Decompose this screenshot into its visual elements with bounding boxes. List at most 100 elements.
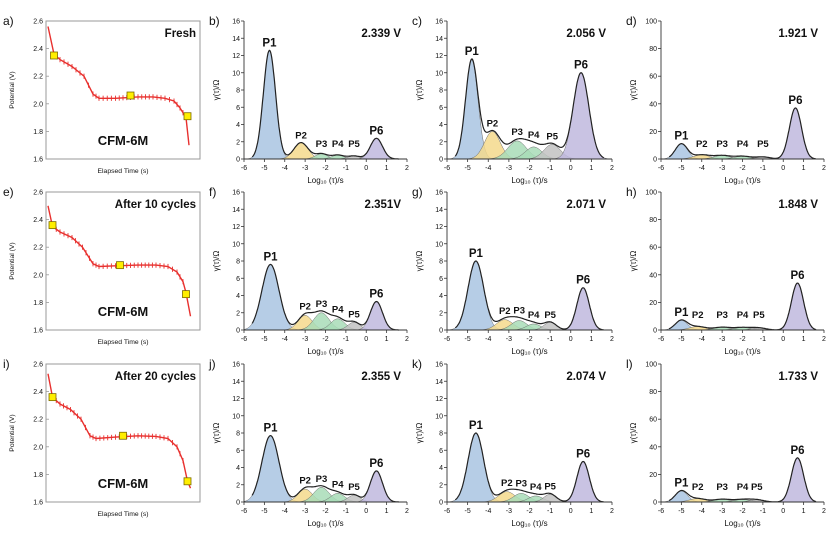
y-axis-label: Potential (V) — [9, 242, 16, 279]
y-tick-label: 2.4 — [33, 46, 43, 53]
peak-p1 — [243, 435, 302, 503]
y-tick-label: 4 — [439, 465, 443, 472]
voltage-label: 2.071 V — [566, 199, 606, 211]
y-tick-label: 14 — [435, 36, 443, 43]
x-tick-label: 0 — [364, 165, 368, 172]
y-tick-label: 60 — [649, 417, 657, 424]
condition-title: After 10 cycles — [115, 199, 196, 211]
panel-label: b) — [209, 14, 220, 28]
y-tick-label: 2.2 — [33, 74, 43, 81]
y-tick-label: 40 — [649, 101, 657, 108]
panel-label: a) — [3, 14, 14, 28]
x-tick-label: 2 — [610, 165, 614, 172]
y-tick-label: 2.6 — [33, 190, 43, 197]
peak-label: P4 — [528, 310, 540, 321]
peak-label: P3 — [316, 139, 328, 150]
peak-label: P1 — [469, 420, 484, 432]
peak-label: P2 — [692, 482, 704, 493]
y-tick-label: 12 — [435, 396, 443, 403]
x-tick-label: -1 — [547, 165, 553, 172]
x-tick-label: -4 — [485, 508, 491, 515]
x-tick-label: -3 — [506, 508, 512, 515]
y-tick-label: 2 — [439, 139, 443, 146]
drt-sampling-marker — [182, 290, 190, 299]
y-axis-label: Potential (V) — [9, 414, 16, 451]
voltage-label: 2.355 V — [361, 371, 401, 383]
y-tick-label: 14 — [232, 207, 240, 214]
x-tick-label: -2 — [322, 336, 328, 343]
x-tick-label: -1 — [343, 165, 349, 172]
peak-label: P1 — [465, 46, 480, 58]
x-tick-label: 1 — [802, 165, 806, 172]
y-tick-label: 10 — [435, 241, 443, 248]
x-tick-label: 0 — [569, 508, 573, 515]
voltage-label: 2.351V — [365, 199, 402, 211]
x-tick-label: -5 — [465, 165, 471, 172]
drt-envelope — [251, 263, 399, 331]
x-tick-label: -3 — [719, 165, 725, 172]
x-tick-label: 1 — [385, 336, 389, 343]
panel-label: g) — [412, 185, 423, 199]
drt-envelope — [251, 49, 399, 160]
x-tick-label: 2 — [822, 508, 826, 515]
peak-label: P6 — [788, 95, 802, 107]
drt-sampling-marker — [183, 112, 192, 121]
y-tick-label: 10 — [232, 241, 240, 248]
peak-label: P4 — [332, 480, 344, 491]
y-tick-label: 80 — [649, 46, 657, 53]
y-tick-label: 2 — [439, 310, 443, 317]
peak-label: P1 — [674, 477, 689, 489]
peak-label: P4 — [528, 130, 540, 141]
peak-label: P2 — [299, 301, 311, 312]
y-tick-label: 16 — [435, 362, 443, 369]
x-axis-label: Elapsed Time (s) — [98, 511, 149, 518]
y-tick-label: 0 — [653, 500, 657, 507]
drt-envelope — [454, 58, 605, 159]
peak-p6 — [773, 107, 818, 160]
x-axis-label: Log₁₀ (τ)/s — [724, 176, 760, 185]
x-tick-label: -5 — [678, 508, 684, 515]
x-tick-label: -6 — [241, 336, 247, 343]
peak-label: P2 — [692, 310, 704, 321]
y-tick-label: 2.0 — [33, 101, 43, 108]
peak-p6 — [560, 461, 606, 503]
y-tick-label: 2.6 — [33, 362, 43, 369]
drt-envelope — [668, 282, 817, 331]
x-tick-label: -4 — [282, 165, 288, 172]
peak-label: P2 — [299, 475, 311, 486]
y-tick-label: 0 — [236, 157, 240, 164]
y-tick-label: 2.6 — [33, 19, 43, 26]
y-tick-label: 6 — [236, 448, 240, 455]
x-tick-label: -2 — [526, 165, 532, 172]
panel-label: h) — [626, 185, 637, 199]
x-tick-label: -3 — [719, 508, 725, 515]
panel-label: c) — [412, 14, 422, 28]
peak-label: P4 — [530, 482, 542, 493]
peak-label: P3 — [716, 139, 728, 150]
y-tick-label: 10 — [435, 70, 443, 77]
y-tick-label: 6 — [439, 105, 443, 112]
y-axis-label: γ(τ)/Ω — [629, 251, 638, 272]
y-tick-label: 1.8 — [33, 472, 43, 479]
discharge-panel: a) Fresh CFM-6M Elapsed Time (s) Potential (… — [3, 14, 201, 175]
y-tick-label: 6 — [236, 276, 240, 283]
x-tick-label: -3 — [302, 336, 308, 343]
x-tick-label: 1 — [385, 508, 389, 515]
peak-label: P3 — [316, 299, 328, 310]
y-tick-label: 20 — [649, 472, 657, 479]
y-tick-label: 100 — [645, 190, 657, 197]
discharge-frame — [45, 363, 201, 503]
y-tick-label: 80 — [649, 389, 657, 396]
y-tick-label: 10 — [435, 413, 443, 420]
x-tick-label: -3 — [719, 336, 725, 343]
y-tick-label: 0 — [236, 500, 240, 507]
voltage-label: 1.848 V — [778, 199, 818, 211]
y-tick-label: 12 — [232, 53, 240, 60]
x-tick-label: 0 — [569, 165, 573, 172]
x-axis-label: Elapsed Time (s) — [98, 339, 149, 346]
x-tick-label: -1 — [760, 165, 766, 172]
y-tick-label: 16 — [435, 190, 443, 197]
x-tick-label: -2 — [322, 165, 328, 172]
